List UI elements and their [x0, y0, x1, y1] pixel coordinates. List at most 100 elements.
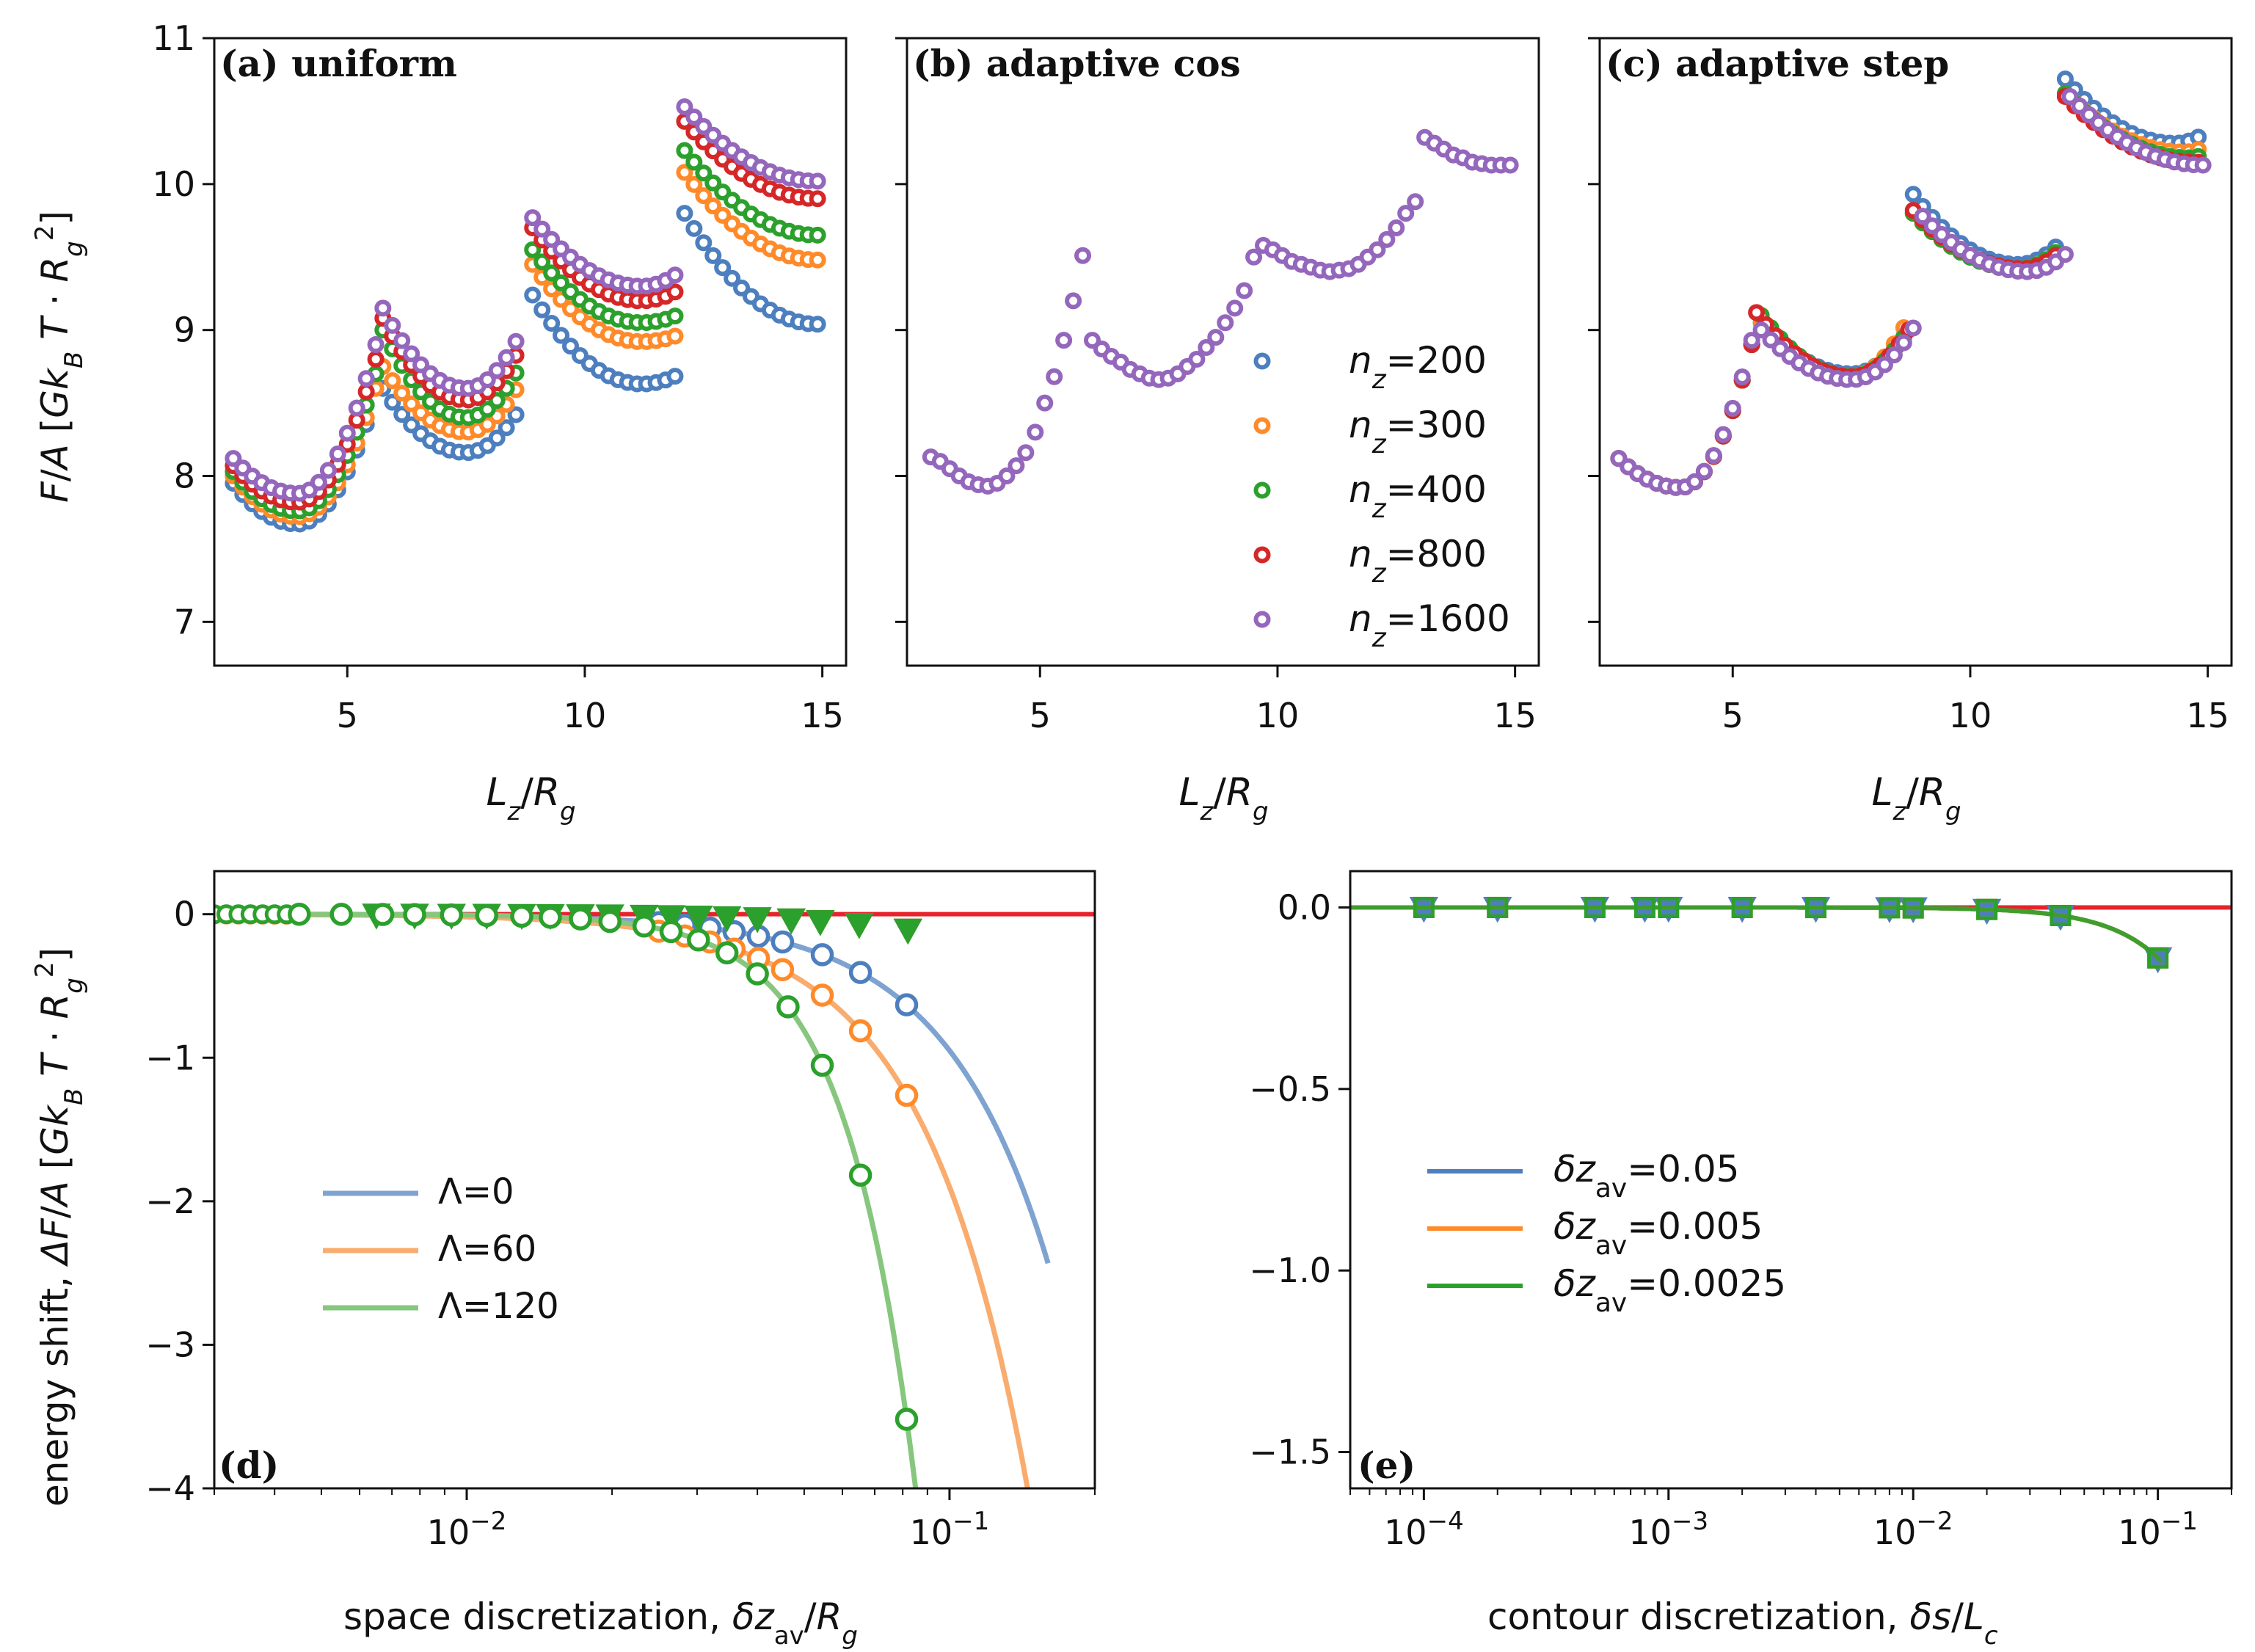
x-tick-label: 10−2	[427, 1507, 507, 1552]
data-point	[393, 332, 411, 349]
legend-label: δzav=0.005	[1553, 1205, 1763, 1261]
data-point	[810, 1053, 834, 1077]
data-point	[225, 450, 242, 467]
x-tick-label: 10−1	[910, 1507, 990, 1552]
data-square	[1976, 898, 1998, 920]
series--z-av-0-0025	[1350, 896, 2169, 969]
data-point	[771, 930, 795, 954]
data-point	[1397, 205, 1415, 222]
panel-label: (d)	[219, 1444, 279, 1487]
data-square	[1487, 896, 1509, 918]
data-point	[1752, 321, 1770, 339]
panel-e: 10−4 10−3 10−2 10−1 0.0 −0.5 −1.0 −1.5 (e) δzav=0…	[1249, 870, 2233, 1651]
legend-label: Λ=60	[438, 1229, 536, 1270]
legend-d: Λ=0 Λ=60 Λ=120	[323, 1171, 559, 1327]
data-point	[746, 962, 769, 986]
data-point	[2061, 88, 2079, 106]
data-point	[695, 187, 713, 205]
data-point	[310, 473, 327, 491]
data-square	[2050, 904, 2072, 926]
x-tick-label: 10−4	[1384, 1507, 1464, 1552]
x-tick-label: 5	[337, 696, 358, 735]
data-square	[1413, 896, 1435, 918]
y-tick-label: −4	[145, 1469, 195, 1508]
data-point	[478, 371, 496, 388]
data-point	[553, 327, 570, 344]
data-point	[1705, 447, 1722, 465]
y-tick-label: 11	[152, 18, 195, 58]
data-point	[524, 241, 542, 258]
legend-label: nz=800	[1349, 533, 1487, 589]
data-point	[1743, 332, 1760, 349]
x-axis-label: Lz/Rg	[1872, 771, 1961, 826]
y-tick-label: 8	[174, 456, 195, 496]
y-tick-label: −1	[145, 1038, 195, 1077]
data-point	[543, 314, 561, 332]
data-point	[676, 164, 693, 181]
plot-area-e	[1350, 896, 2232, 974]
plot-area-a	[225, 98, 826, 533]
data-point	[704, 197, 722, 215]
data-point	[1188, 350, 1206, 368]
data-triangle	[776, 908, 806, 935]
data-point	[533, 253, 551, 271]
data-point	[714, 259, 732, 277]
data-point	[695, 234, 713, 252]
series-all-n-z-overlapping-	[922, 128, 1519, 495]
panel-c: 5 10 15 (c) adaptive step Lz/Rg	[1588, 37, 2233, 826]
data-point	[687, 928, 710, 952]
data-point	[1253, 546, 1271, 564]
data-point	[695, 164, 713, 182]
data-point	[569, 907, 592, 931]
data-point	[1074, 247, 1092, 264]
panel-title: uniform	[291, 42, 457, 85]
data-point	[403, 903, 426, 927]
data-point	[1017, 444, 1035, 462]
y-axis-label: F/A [GkB T · Rg2]	[30, 211, 89, 503]
data-point	[895, 1083, 919, 1107]
data-point	[507, 406, 525, 423]
panel-label: (e)	[1358, 1444, 1416, 1487]
x-tick-label: 5	[1030, 696, 1051, 735]
axes-frame	[213, 37, 848, 667]
data-point	[809, 316, 826, 333]
data-point	[288, 903, 311, 926]
legend-label: nz=1600	[1349, 597, 1510, 653]
data-triangle	[893, 918, 922, 945]
data-point	[715, 941, 739, 965]
data-point	[488, 362, 506, 379]
data-point	[1253, 611, 1271, 628]
plot-area-d	[214, 903, 1095, 1488]
data-point	[848, 1163, 873, 1187]
data-point	[498, 419, 515, 437]
data-point	[1226, 299, 1244, 317]
legend-label: δzav=0.0025	[1553, 1262, 1786, 1318]
data-triangle	[743, 907, 772, 934]
data-point	[393, 385, 411, 402]
data-point	[338, 424, 356, 442]
data-triangle	[656, 905, 686, 931]
data-point	[403, 345, 420, 363]
data-point	[329, 903, 353, 926]
data-square	[1731, 896, 1753, 918]
panel-d: 10−2 10−1 0 −1 −2 −3 −4 (d) Λ=0 Λ=60 Λ=120 space di…	[30, 870, 1096, 1651]
data-point	[1198, 339, 1215, 357]
data-point	[685, 219, 703, 237]
data-point	[1245, 248, 1263, 266]
axes-frame	[906, 37, 1540, 667]
data-point	[1378, 230, 1396, 248]
y-tick-label: 7	[174, 602, 195, 641]
y-tick-label: 0	[174, 895, 195, 934]
panel-b: 5 10 15 (b) adaptive cos Lz/Rg	[895, 37, 1540, 826]
data-point	[659, 920, 683, 944]
x-axis-label: contour discretization, δs/Lc	[1487, 1595, 1998, 1651]
data-point	[348, 399, 365, 417]
data-point	[367, 350, 385, 368]
x-tick-label: 10−3	[1628, 1507, 1708, 1552]
data-point	[704, 174, 722, 192]
legend-label: Λ=0	[438, 1171, 514, 1212]
data-point	[384, 372, 401, 390]
data-point	[1407, 193, 1424, 211]
panel-label: (c) adaptive step	[1606, 42, 1949, 85]
